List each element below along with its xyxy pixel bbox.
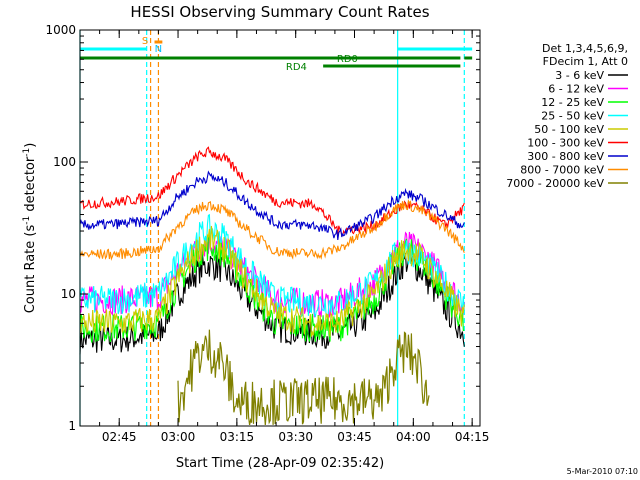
footer-timestamp: 5-Mar-2010 07:10 (567, 467, 638, 476)
legend-label-7: 800 - 7000 keV (520, 164, 604, 177)
flag-label-rd4: RD4 (286, 62, 307, 73)
chart-title: HESSI Observing Summary Count Rates (130, 3, 429, 21)
x-tick-label-1: 03:00 (161, 430, 196, 444)
y-tick-label-3: 1000 (45, 23, 76, 37)
y-tick-label-1: 10 (61, 287, 76, 301)
legend-label-5: 100 - 300 keV (527, 137, 604, 150)
legend-label-6: 300 - 800 keV (527, 150, 604, 163)
x-tick-label-4: 03:45 (337, 430, 372, 444)
flag-label-rd0: RD0 (337, 54, 358, 65)
legend-label-4: 50 - 100 keV (534, 123, 604, 136)
series-line-8 (177, 329, 430, 426)
legend-header-line1: Det 1,3,4,5,6,9, (542, 42, 628, 55)
y-axis-label: Count Rate (s-1 detector-1) (22, 143, 38, 314)
x-tick-label-5: 04:00 (396, 430, 431, 444)
legend-label-1: 6 - 12 keV (548, 83, 604, 96)
x-tick-label-3: 03:30 (278, 430, 313, 444)
legend-label-0: 3 - 6 keV (555, 69, 604, 82)
legend-label-8: 7000 - 20000 keV (506, 177, 604, 190)
legend-label-2: 12 - 25 keV (541, 96, 604, 109)
x-axis-label: Start Time (28-Apr-09 02:35:42) (176, 456, 384, 471)
series-line-5 (79, 146, 465, 237)
x-tick-label-0: 02:45 (102, 430, 137, 444)
plot-frame (79, 29, 481, 427)
series-line-4 (79, 225, 465, 337)
series-line-7 (79, 199, 465, 261)
y-tick-label-0: 1 (68, 419, 76, 433)
legend: Det 1,3,4,5,6,9, FDecim 1, Att 0 3 - 6 k… (506, 42, 628, 190)
legend-header-line2: FDecim 1, Att 0 (543, 55, 628, 68)
axes: 02:45 03:00 03:15 03:30 03:45 04:00 04:15 1 10 10… (45, 23, 489, 444)
flag-label-s: S (142, 36, 148, 47)
x-tick-label-6: 04:15 (455, 430, 490, 444)
series-line-6 (79, 170, 465, 240)
flag-label-n: N (155, 44, 162, 55)
y-tick-label-2: 100 (53, 155, 76, 169)
x-tick-label-2: 03:15 (220, 430, 255, 444)
plot-area: SN RD0 RD4 (79, 30, 473, 426)
legend-label-3: 25 - 50 keV (541, 110, 604, 123)
